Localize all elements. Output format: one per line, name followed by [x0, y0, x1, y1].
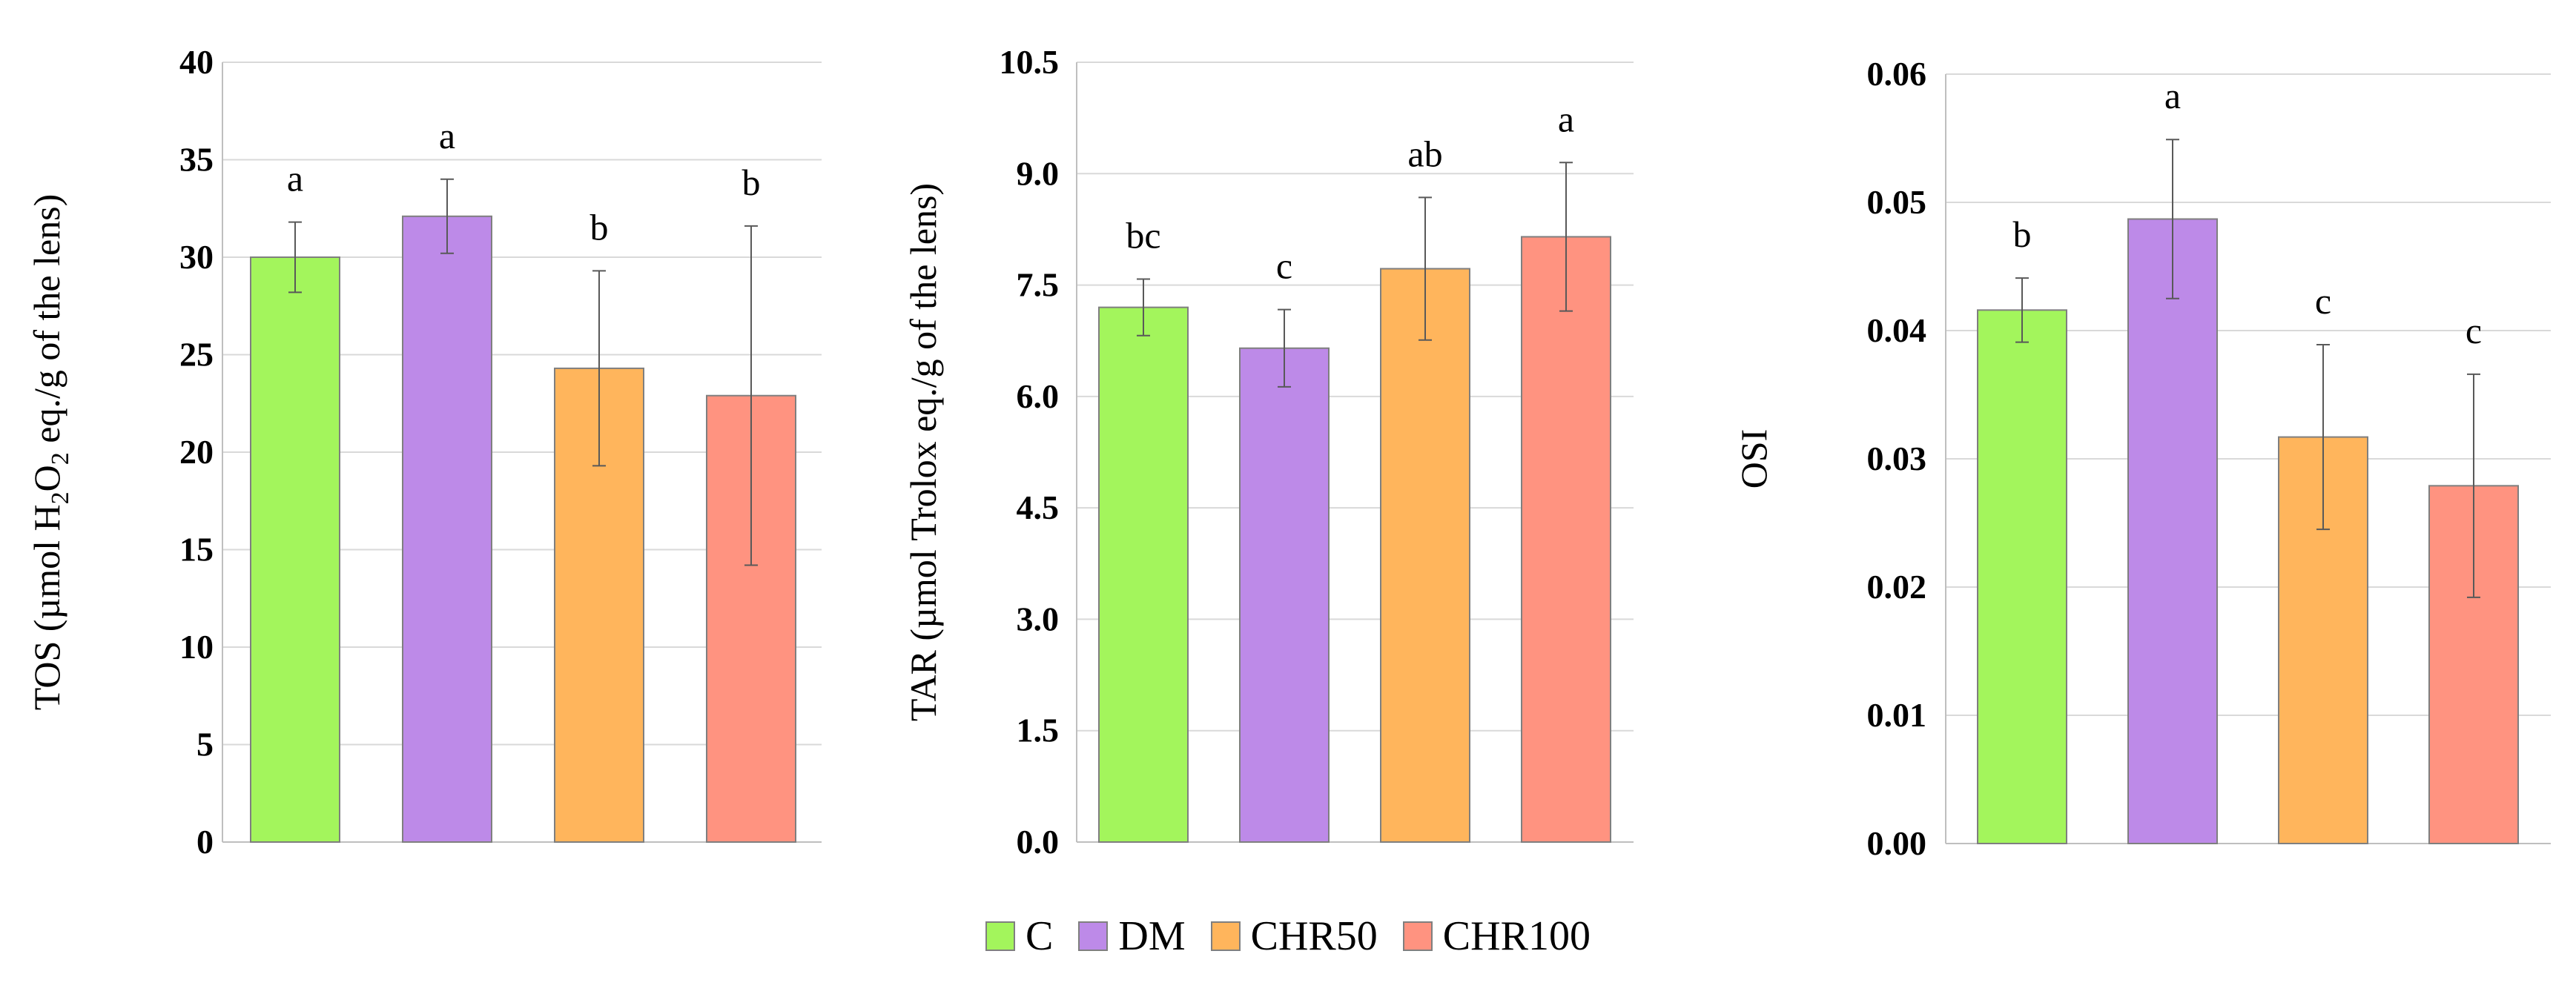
legend-item-dm: DM [1078, 912, 1186, 960]
significance-label-dm: a [439, 115, 455, 156]
significance-label-dm: c [1276, 245, 1292, 287]
significance-label-c: a [287, 158, 303, 199]
bar-chr100 [1521, 236, 1611, 843]
y-tick-label: 0.0 [1017, 823, 1060, 861]
significance-label-chr50: c [2315, 280, 2331, 322]
legend-swatch-chr100 [1402, 921, 1433, 951]
y-tick-label: 40 [179, 43, 214, 81]
chart-panel-2: 0.0 1.5 3.0 4.5 6.0 7.5 9.0 10.5 TAR (µmol Trolo… [902, 43, 1634, 861]
y-tick-label: 10.5 [1000, 43, 1060, 81]
y-tick-label: 0.03 [1867, 440, 1927, 477]
y-tick-label: 0.01 [1867, 696, 1927, 734]
y-tick-label: 0.05 [1867, 183, 1927, 221]
y-tick-label: 6.0 [1017, 377, 1060, 415]
legend-label-c: C [1026, 913, 1054, 959]
y-tick-label: 20 [179, 433, 214, 471]
bar-c [1977, 309, 2067, 844]
significance-label-chr50: ab [1407, 133, 1442, 174]
legend-swatch-c [985, 921, 1016, 951]
significance-label-chr50: b [590, 206, 609, 248]
legend-label-dm: DM [1118, 913, 1186, 959]
y-tick-label: 15 [179, 531, 214, 569]
y-tick-label: 9.0 [1017, 154, 1060, 192]
chart-panel-3: 0.00 0.01 0.02 0.03 0.04 0.05 0.06 OSI b a c c [1733, 55, 2551, 862]
y-tick-label: 1.5 [1017, 712, 1060, 749]
legend-item-chr100: CHR100 [1402, 912, 1591, 960]
y-tick-label: 0.04 [1867, 311, 1927, 349]
y-tick-label: 30 [179, 238, 214, 276]
legend-item-chr50: CHR50 [1210, 912, 1378, 960]
legend: C DM CHR50 CHR100 [0, 903, 2576, 970]
chart-panel-1: 0 5 10 15 20 25 30 35 40 TOS (µmol H2O2 eq./g of … [26, 43, 822, 861]
bar-c [250, 256, 340, 843]
bar-c [1098, 306, 1189, 843]
bar-dm [402, 215, 492, 843]
significance-label-dm: a [2164, 75, 2181, 116]
legend-swatch-chr50 [1210, 921, 1241, 951]
legend-label-chr100: CHR100 [1442, 913, 1591, 959]
legend-label-chr50: CHR50 [1250, 913, 1378, 959]
y-tick-label: 5 [196, 726, 214, 763]
bar-dm [1239, 347, 1330, 843]
significance-label-chr100: a [1558, 98, 1574, 139]
legend-swatch-dm [1078, 921, 1109, 951]
y-tick-label: 0.00 [1867, 824, 1927, 862]
significance-label-chr100: c [2466, 310, 2482, 351]
y-axis-label: TOS (µmol H2O2 eq./g of the lens) [26, 194, 74, 711]
significance-label-c: bc [1126, 215, 1160, 256]
bar-chr50 [1380, 268, 1470, 843]
y-axis-label: TAR (µmol Trolox eq./g of the lens) [902, 183, 944, 721]
y-tick-label: 10 [179, 628, 214, 666]
y-tick-label: 0.06 [1867, 55, 1927, 93]
legend-item-c: C [985, 912, 1053, 960]
y-tick-label: 7.5 [1017, 266, 1060, 304]
y-tick-label: 4.5 [1017, 488, 1060, 526]
y-tick-label: 0 [196, 823, 214, 861]
y-tick-label: 3.0 [1017, 600, 1060, 637]
y-tick-label: 35 [179, 141, 214, 179]
significance-label-c: b [2013, 213, 2032, 255]
bar-dm [2127, 218, 2218, 844]
y-tick-label: 25 [179, 336, 214, 374]
significance-label-chr100: b [742, 162, 761, 203]
y-tick-label: 0.02 [1867, 568, 1927, 606]
y-axis-label: OSI [1733, 429, 1774, 489]
